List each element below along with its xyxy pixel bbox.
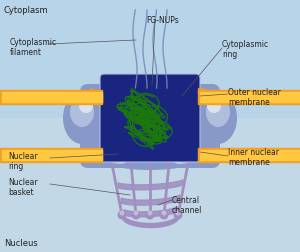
Ellipse shape [108,89,124,101]
Text: Cytoplasmic
ring: Cytoplasmic ring [222,40,269,59]
Bar [0,148,102,162]
Bar [200,150,300,160]
Ellipse shape [176,89,192,101]
Text: Central
channel: Central channel [172,196,202,215]
Ellipse shape [176,210,181,215]
Ellipse shape [137,83,163,101]
Ellipse shape [173,156,183,164]
Ellipse shape [207,99,221,113]
Ellipse shape [109,152,127,164]
Ellipse shape [142,84,158,94]
Bar [2,150,102,160]
Bar [198,90,300,104]
Ellipse shape [170,88,198,108]
Text: Cytoplasmic
filament: Cytoplasmic filament [10,38,57,57]
Text: Outer nuclear
membrane: Outer nuclear membrane [228,88,281,107]
Text: Cytoplasm: Cytoplasm [4,6,49,15]
Ellipse shape [104,146,132,166]
FancyBboxPatch shape [80,84,220,168]
Ellipse shape [95,80,205,108]
Ellipse shape [117,156,127,164]
Ellipse shape [199,92,237,144]
FancyBboxPatch shape [100,74,200,162]
Ellipse shape [63,92,101,144]
Ellipse shape [173,152,191,164]
Ellipse shape [148,210,152,215]
Text: Inner nuclear
membrane: Inner nuclear membrane [228,148,279,167]
Ellipse shape [160,210,169,219]
Ellipse shape [118,210,127,219]
Ellipse shape [115,88,125,96]
Ellipse shape [175,88,185,96]
Text: Nuclear
basket: Nuclear basket [8,178,38,197]
Ellipse shape [161,210,166,215]
Text: Nuclear
ring: Nuclear ring [8,152,38,171]
Ellipse shape [119,210,124,215]
Bar [200,92,300,102]
Ellipse shape [79,99,93,113]
Bar [0,0,300,118]
Text: Nucleus: Nucleus [4,239,38,248]
Ellipse shape [70,97,94,127]
Ellipse shape [138,150,162,166]
Text: FG-NUPs: FG-NUPs [146,16,179,25]
Ellipse shape [146,210,154,219]
Bar [2,92,102,102]
Ellipse shape [168,146,196,166]
Ellipse shape [102,88,130,108]
Ellipse shape [134,210,139,215]
Bar [0,90,102,104]
Ellipse shape [131,210,140,219]
Ellipse shape [206,97,230,127]
Bar [0,118,300,252]
Bar [198,148,300,162]
Ellipse shape [173,210,182,219]
Ellipse shape [100,146,200,170]
